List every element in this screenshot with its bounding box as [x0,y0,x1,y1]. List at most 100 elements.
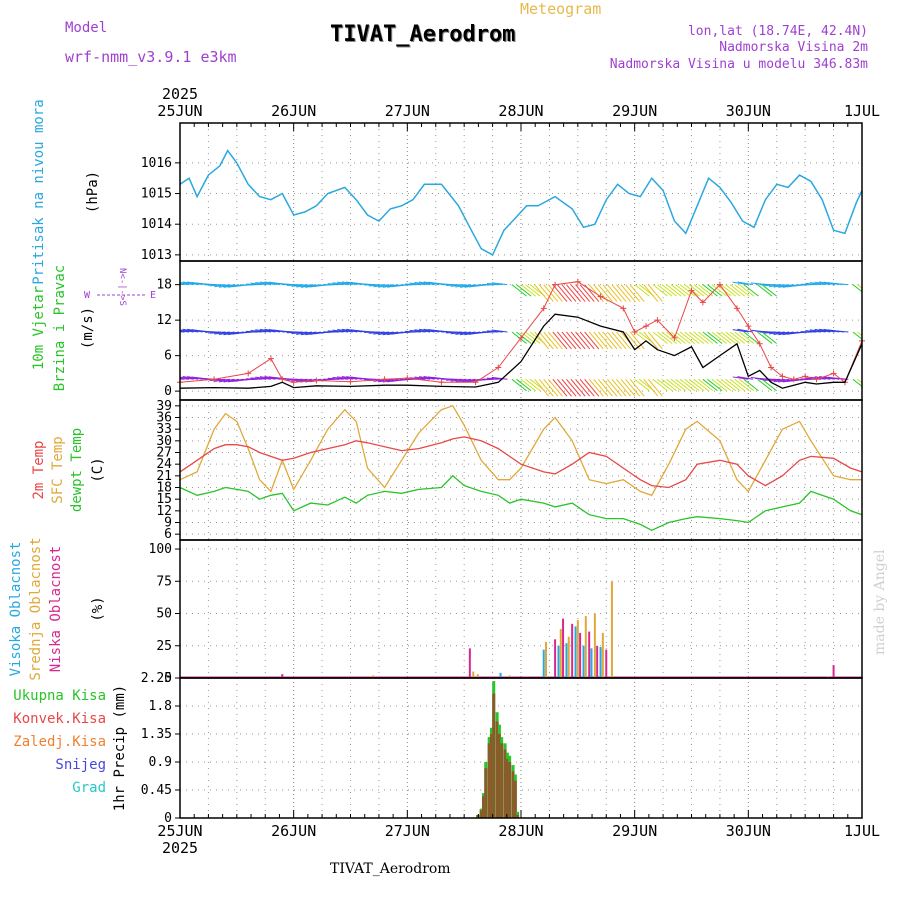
wind-barb [223,284,240,288]
y-tick-label: 50 [156,607,172,622]
wind-dir-ns: N<-|->S [117,268,127,306]
y-tick-label: 12 [156,313,172,328]
y-tick-label: 1016 [141,156,172,171]
cloud-bar-low [832,665,835,678]
wind-barb [525,378,541,392]
precip-convective-bar [500,743,504,818]
wind-barb [670,331,687,344]
wind-barb [679,378,696,392]
wind-barb [450,331,467,335]
wind-gust-marker [745,323,752,330]
wind-gust-marker [279,376,286,383]
wind-barb [209,331,226,334]
x-label-top: 25JUN [157,102,202,120]
wind-barb [761,331,777,344]
y-tick-label: 18 [156,481,172,496]
cloud-bar-high [557,645,560,678]
wind-gust-marker [540,305,547,312]
wind-barb [214,378,231,382]
wind-barb [455,284,472,288]
wind-barb [620,378,636,397]
precip-convective-bar [476,814,480,818]
wind-barb [629,284,645,302]
wind-barb [602,331,618,350]
wind-barb [738,378,755,392]
cloud-bar-high [574,626,577,678]
year-label-top: 2025 [162,85,198,103]
wind-barb [378,378,394,383]
wind-barb [852,378,862,388]
y-tick-label: 0.45 [141,783,172,798]
x-label-bottom: 25JUN [157,822,202,840]
wind-gust-marker [756,340,763,347]
wind-barb [620,284,636,302]
wind-barb [684,378,700,392]
wind-gust-marker [631,328,638,335]
wind-barb [332,282,349,286]
wind-gust-marker [733,305,740,312]
wind-barb [459,284,476,288]
x-label-bottom: 28JUN [498,822,543,840]
wind-barb [516,284,532,297]
wind-barb [264,281,281,286]
wind-gust-marker [404,375,411,382]
wind-barb [732,329,749,333]
wind-barb [652,378,668,392]
wind-barb [652,284,668,297]
wind-barb [698,331,714,344]
wind-barb [814,376,831,380]
wind-barb [857,331,862,337]
wind-barb [805,282,822,286]
wind-barb [773,284,790,288]
wind-barb [738,284,755,297]
x-label-bottom: 30JUN [726,822,771,840]
wind-barb [378,331,394,336]
wind-barb [684,331,700,344]
wind-barb [382,378,399,383]
wind-barb [661,284,677,297]
wind-barb [305,284,322,288]
wind-barb [702,331,718,344]
wind-gust-marker [495,364,502,371]
wind-barb [584,378,600,397]
wind-barb [525,331,541,344]
wind-barb [327,283,344,286]
cloud-bar-low [468,648,471,678]
wind-barb [561,284,577,302]
wind-barb [570,284,586,302]
wind-barb [511,284,527,297]
wind-barb [734,378,750,392]
wind-barb [332,329,349,333]
wind-title2: Brzina i Pravac [52,265,68,391]
wind-barb [661,378,677,392]
wind-barb [643,378,659,397]
y-tick-label: 6 [164,349,172,364]
wind-barb [180,283,185,286]
temp-sfc-title: SFC Temp [50,436,66,503]
wind-barb [525,284,541,297]
wind-barb [418,328,435,333]
wind-barb [570,378,586,397]
wind-barb [486,283,503,286]
wind-barb [543,378,559,397]
sfc-temp-line [179,405,862,497]
wind-barb [214,331,231,335]
wind-barb [209,284,226,287]
wind-barb [341,328,358,333]
wind-gust-marker [643,323,650,330]
cloud-bar-mid [476,674,479,678]
wind-barb [729,331,746,344]
wind-barb [593,331,609,350]
x-label-bottom: 26JUN [271,822,316,840]
wind-barb [566,284,581,302]
wind-barb [711,378,727,392]
x-label-top: 28JUN [498,102,543,120]
cloud-bar-high [599,647,602,678]
wind-barb [180,377,190,380]
wind-barb [296,284,312,288]
cloud-bar-high [590,648,593,678]
model-label: Model [65,20,108,36]
wind-barb [218,378,235,383]
wind-barb [761,378,777,392]
wind-barb [607,331,622,350]
